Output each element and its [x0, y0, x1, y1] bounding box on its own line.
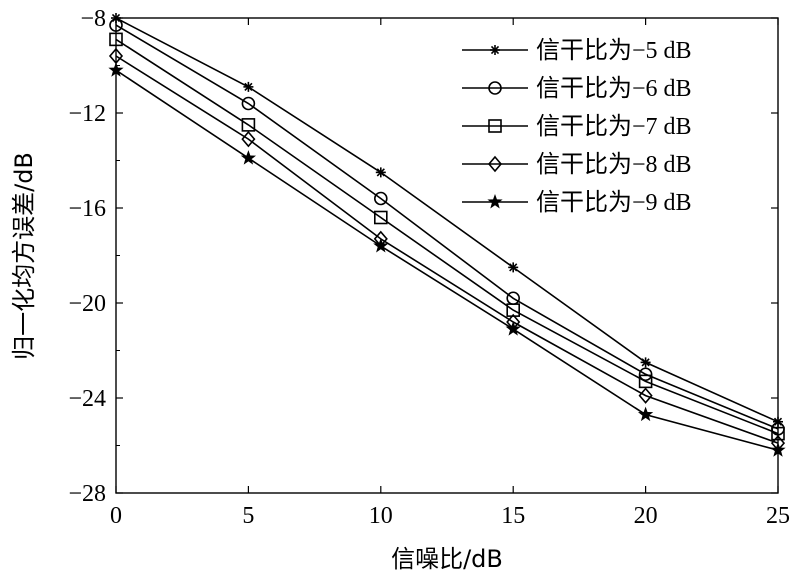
y-tick-label: −24 [68, 386, 106, 412]
data-point-asterisk [490, 45, 500, 55]
x-tick-label: 15 [501, 503, 525, 529]
data-point-circle [241, 96, 256, 111]
data-point-asterisk [508, 262, 519, 273]
y-tick-label: −12 [68, 101, 106, 127]
data-point-square [488, 119, 502, 133]
data-point-square [109, 32, 123, 47]
legend-item: 信干比为−7 dB [462, 113, 692, 140]
data-point-circle [488, 81, 502, 95]
y-axis-title: 归一化均方误差/dB [10, 152, 38, 360]
series-line-1 [115, 17, 779, 423]
legend: 信干比为−5 dB 信干比为−6 dB 信干比为−7 dB 信干比为−8 dB 信干比为… [462, 37, 692, 216]
data-point-star [770, 442, 786, 457]
data-point-star [108, 62, 124, 77]
data-point-star [487, 194, 503, 209]
data-point-diamond [487, 155, 503, 173]
data-point-square [638, 374, 653, 389]
y-tick-label: −20 [68, 291, 106, 317]
legend-item: 信干比为−6 dB [462, 75, 692, 102]
data-point-circle [373, 191, 388, 206]
data-point-asterisk [640, 357, 651, 368]
y-tick-label: −28 [68, 481, 106, 507]
series-line-4 [115, 55, 779, 444]
legend-label: 信干比为−5 dB [536, 37, 692, 64]
x-axis-title: 信噪比/dB [391, 545, 503, 573]
series-line-2 [115, 24, 779, 430]
legend-label: 信干比为−7 dB [536, 113, 692, 140]
legend-item: 信干比为−5 dB [462, 37, 692, 64]
legend-label: 信干比为−8 dB [536, 151, 692, 178]
data-point-square [771, 426, 785, 441]
data-point-asterisk [111, 13, 121, 23]
data-point-asterisk [773, 416, 783, 427]
data-point-diamond [638, 387, 653, 404]
data-point-circle [109, 18, 123, 32]
x-tick-label: 10 [369, 503, 393, 529]
x-tick-label: 5 [242, 503, 254, 529]
series-layer [108, 13, 786, 457]
series-line-3 [115, 38, 779, 435]
legend-label: 信干比为−9 dB [536, 189, 692, 216]
data-point-circle [638, 367, 653, 382]
data-point-diamond [241, 130, 256, 148]
data-point-square [373, 210, 388, 225]
x-tick-label: 0 [110, 503, 122, 529]
data-point-asterisk [375, 167, 386, 178]
data-point-star [505, 321, 521, 336]
data-point-star [240, 150, 257, 165]
legend-item: 信干比为−9 dB [462, 189, 692, 216]
series-line-5 [115, 69, 779, 451]
axis-ticks: 0 5 10 15 20 25 −8 −12 −16 −20 −24 −28 [68, 6, 790, 529]
legend-label: 信干比为−6 dB [536, 75, 692, 102]
data-point-star [373, 238, 389, 253]
data-point-star [637, 406, 654, 422]
legend-item: 信干比为−8 dB [462, 151, 692, 178]
x-tick-label: 25 [766, 503, 790, 529]
y-tick-label: −16 [68, 196, 106, 222]
data-point-square [241, 118, 256, 132]
x-tick-label: 20 [634, 503, 658, 529]
y-tick-label: −8 [80, 6, 106, 32]
data-point-asterisk [243, 81, 254, 92]
